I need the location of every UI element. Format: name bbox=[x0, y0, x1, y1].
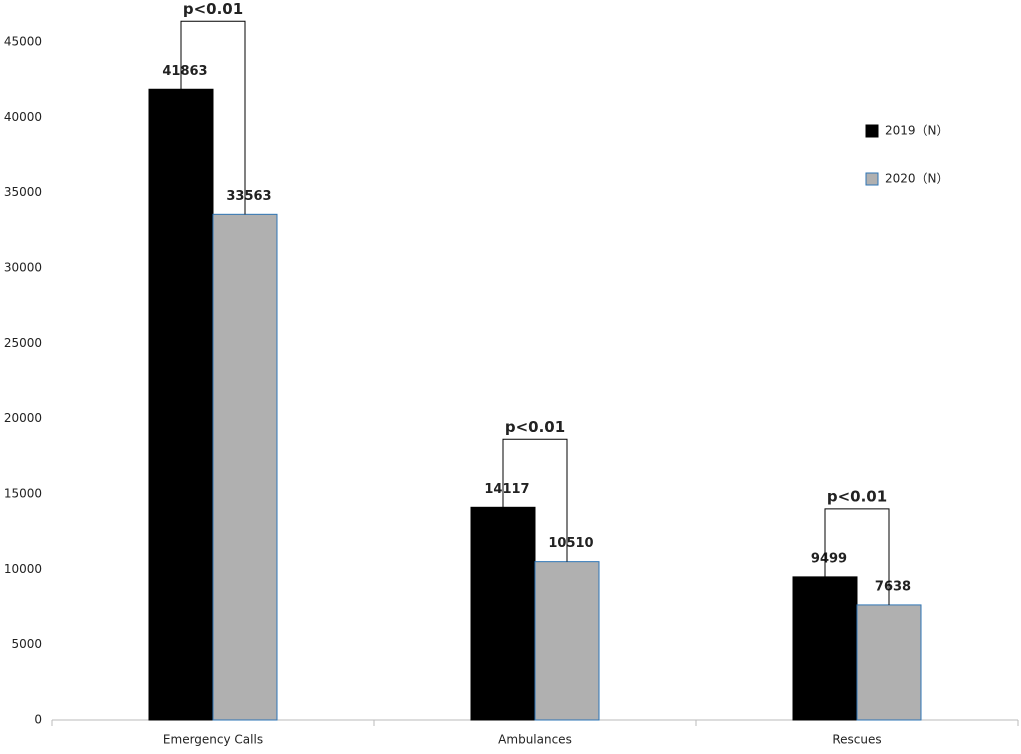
annotation: p<0.01 bbox=[505, 418, 565, 436]
significance-bracket bbox=[502, 438, 568, 562]
data-label: 9499 bbox=[811, 551, 847, 566]
y-tick-label: 10000 bbox=[4, 562, 42, 576]
significance-bracket bbox=[824, 508, 890, 605]
x-tick-label: Emergency Calls bbox=[163, 733, 263, 747]
x-tick-label: Ambulances bbox=[498, 733, 572, 747]
annotation: p<0.01 bbox=[183, 0, 243, 18]
legend-swatch bbox=[865, 172, 879, 186]
significance-bracket bbox=[180, 20, 246, 215]
data-label: 33563 bbox=[226, 189, 271, 204]
bar bbox=[212, 213, 278, 721]
y-tick-label: 35000 bbox=[4, 185, 42, 199]
bar bbox=[470, 506, 536, 721]
y-tick-label: 25000 bbox=[4, 336, 42, 350]
legend-swatch bbox=[865, 124, 879, 138]
y-tick-label: 30000 bbox=[4, 261, 42, 275]
x-tick-label: Rescues bbox=[832, 733, 881, 747]
bar bbox=[792, 576, 858, 721]
y-tick-label: 40000 bbox=[4, 110, 42, 124]
data-label: 41863 bbox=[162, 64, 207, 79]
bar bbox=[148, 88, 214, 721]
y-tick-label: 0 bbox=[34, 713, 42, 727]
legend-label: 2019（N） bbox=[885, 124, 949, 138]
y-tick-label: 5000 bbox=[11, 637, 42, 651]
y-tick-label: 15000 bbox=[4, 487, 42, 501]
y-tick-label: 20000 bbox=[4, 411, 42, 425]
y-tick-label: 45000 bbox=[4, 35, 42, 49]
bar bbox=[856, 604, 922, 721]
bar bbox=[534, 561, 600, 721]
data-label: 7638 bbox=[875, 579, 911, 594]
annotation: p<0.01 bbox=[827, 487, 887, 505]
legend-label: 2020（N） bbox=[885, 172, 949, 186]
data-label: 10510 bbox=[548, 536, 593, 551]
data-label: 14117 bbox=[484, 482, 529, 497]
